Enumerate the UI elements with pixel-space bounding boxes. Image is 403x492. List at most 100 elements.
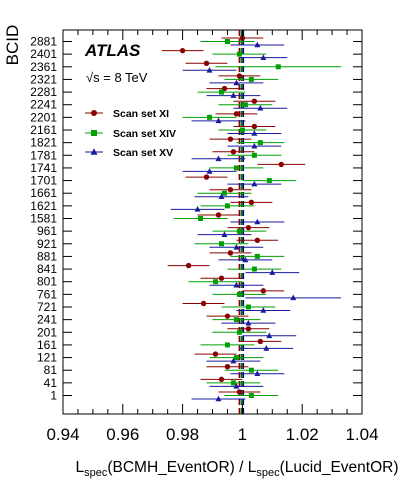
data-point — [245, 224, 252, 231]
data-point — [260, 288, 267, 294]
data-point — [242, 102, 248, 108]
tick-labels: 0.94 0.96 0.98 1 1.02 1.04 2881240123612321228… — [30, 35, 378, 445]
y-tick-label: 921 — [37, 237, 57, 251]
data-point — [254, 237, 261, 243]
atlas-label: ATLAS — [84, 41, 141, 60]
data-point — [251, 98, 258, 104]
x-tick-label: 0.98 — [166, 425, 199, 444]
y-tick-label: 1821 — [30, 136, 57, 150]
y-tick-label: 1661 — [30, 186, 57, 200]
energy-label: √s = 8 TeV — [86, 70, 148, 85]
y-tick-label: 2321 — [30, 72, 57, 86]
y-tick-label: 2361 — [30, 60, 57, 74]
x-tick-label: 1.04 — [345, 425, 378, 444]
data-point — [233, 79, 240, 86]
data-point — [269, 269, 276, 275]
y-tick-label: 201 — [37, 325, 57, 339]
legend-label: Scan set XI — [113, 108, 169, 120]
data-point — [242, 256, 249, 263]
data-point — [290, 294, 297, 301]
plot-frame — [62, 29, 363, 415]
data-point — [266, 332, 273, 339]
data-point — [224, 313, 231, 319]
y-tick-label: 801 — [37, 275, 57, 289]
data-point — [218, 241, 224, 247]
data-point — [251, 130, 258, 136]
y-tick-label: 1 — [50, 389, 57, 403]
y-tick-label: 1701 — [30, 174, 57, 188]
data-point — [198, 216, 204, 221]
y-tick-label: 721 — [37, 300, 57, 314]
x-axis-label-arg1: (BCMH_EventOR) / — [107, 459, 247, 476]
data-point — [248, 76, 254, 82]
data-point — [218, 376, 225, 383]
data-point — [257, 140, 263, 146]
legend-marker — [90, 148, 98, 155]
data-point — [254, 218, 261, 225]
y-tick-label: 2281 — [30, 85, 57, 99]
data-point — [224, 39, 230, 44]
y-tick-label: 1581 — [30, 212, 57, 226]
data-point — [236, 228, 242, 234]
data-point — [212, 279, 218, 285]
data-point — [236, 329, 242, 335]
data-point — [179, 47, 186, 54]
data-point — [227, 136, 234, 142]
plot-frame-rect — [62, 29, 363, 415]
data-point — [245, 326, 252, 332]
data-point — [230, 357, 237, 364]
data-point — [245, 304, 251, 310]
data-point — [236, 51, 242, 57]
x-tick-label: 0.96 — [106, 425, 139, 444]
x-axis-label-arg2: (Lucid_EventOR) — [280, 459, 399, 476]
data-point — [215, 212, 222, 218]
x-axis-label: Lspec(BCMH_EventOR) / Lspec(Lucid_EventO… — [75, 459, 398, 479]
y-tick-label: 881 — [37, 249, 57, 263]
data-point — [236, 389, 243, 395]
data-point — [218, 275, 225, 281]
data-marks — [161, 35, 342, 402]
data-point — [203, 60, 210, 66]
data-point — [260, 54, 267, 60]
data-point — [248, 199, 255, 206]
y-tick-label: 81 — [44, 363, 58, 377]
data-point — [233, 243, 240, 250]
data-point — [206, 66, 213, 73]
data-point — [224, 342, 230, 348]
y-tick-label: 1621 — [30, 199, 57, 213]
data-point — [254, 253, 260, 259]
data-point — [251, 180, 258, 187]
data-point — [227, 187, 234, 193]
data-point — [215, 395, 222, 402]
y-axis-label: BCID — [3, 25, 22, 66]
data-point — [203, 174, 210, 180]
x-axis-label-main2: L — [248, 459, 257, 476]
data-point — [224, 364, 231, 370]
y-tick-label: 2161 — [30, 123, 57, 137]
data-point — [257, 104, 264, 111]
x-axis-label-sub2: spec — [256, 467, 280, 479]
y-tick-label: 961 — [37, 224, 57, 238]
data-point — [233, 165, 239, 171]
data-point — [233, 281, 240, 288]
data-point — [221, 231, 228, 237]
data-point — [230, 149, 237, 155]
data-point — [230, 92, 237, 98]
data-point — [278, 161, 284, 168]
data-point — [215, 155, 222, 162]
data-point — [245, 319, 252, 326]
x-axis-label-sub1: spec — [84, 467, 108, 479]
x-tick-label: 1 — [238, 425, 247, 444]
data-point — [233, 111, 240, 117]
data-point — [251, 142, 258, 149]
data-point — [248, 367, 254, 373]
data-point — [236, 73, 243, 79]
y-tick-label: 841 — [37, 262, 57, 276]
data-point — [206, 168, 213, 174]
data-point — [236, 291, 242, 297]
y-tick-label: 2401 — [30, 47, 57, 61]
data-point — [215, 117, 222, 124]
data-point — [248, 393, 254, 398]
data-point — [230, 380, 236, 386]
